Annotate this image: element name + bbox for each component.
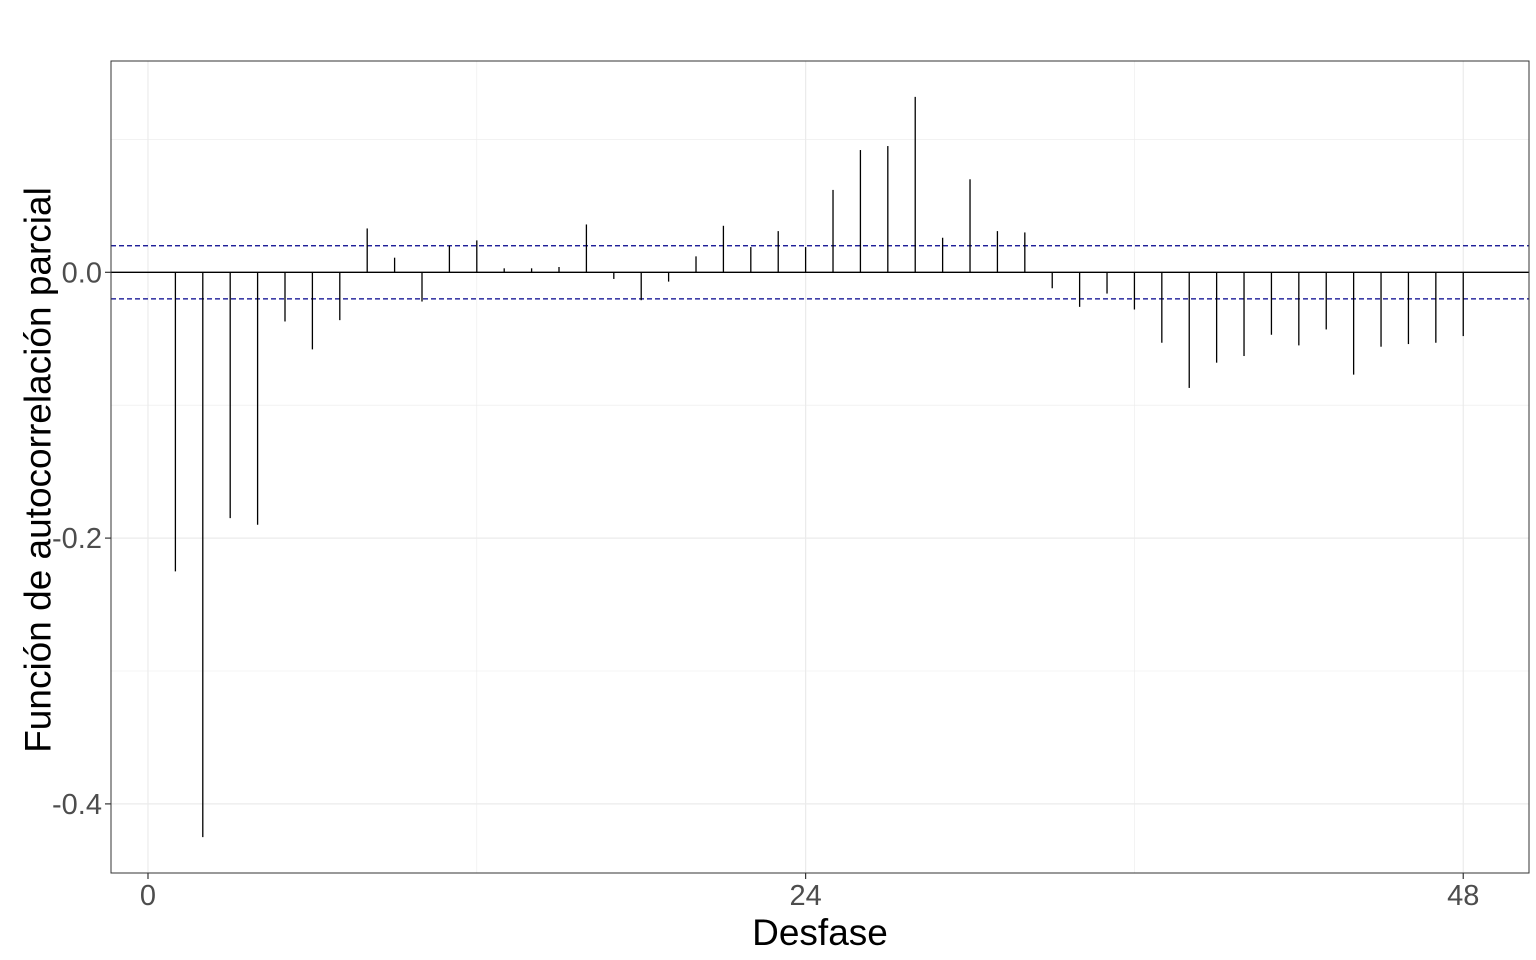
y-tick-label: 0.0 bbox=[62, 257, 102, 289]
y-axis-ticks: -0.4 -0.2 0.0 bbox=[52, 257, 111, 821]
confidence-bounds bbox=[111, 245, 1529, 300]
x-tick-label: 24 bbox=[789, 880, 821, 912]
y-tick-label: -0.4 bbox=[52, 789, 102, 821]
y-tick-label: -0.2 bbox=[52, 523, 102, 555]
pacf-bars bbox=[174, 96, 1464, 838]
grid-lines bbox=[111, 61, 1529, 873]
x-axis-ticks: 0 24 48 bbox=[140, 873, 1479, 912]
x-tick-label: 0 bbox=[140, 880, 156, 912]
panel-border bbox=[110, 60, 1530, 874]
y-axis-title: Función de autocorrelación parcial bbox=[18, 187, 59, 753]
x-tick-label: 48 bbox=[1447, 880, 1479, 912]
x-axis-title: Desfase bbox=[752, 912, 888, 953]
